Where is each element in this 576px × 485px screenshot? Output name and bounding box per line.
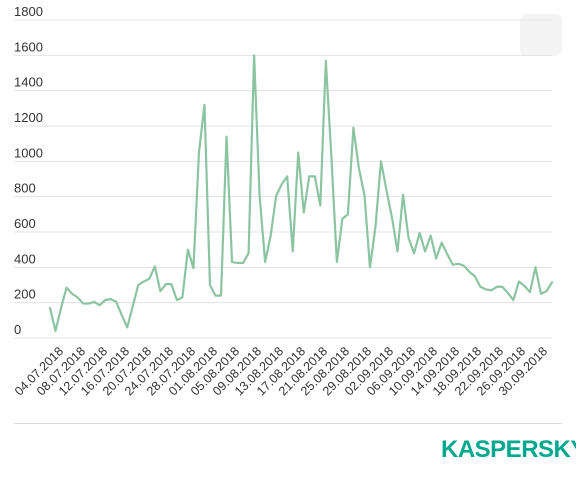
y-tick-label: 400 [14, 251, 36, 266]
series-line [48, 54, 554, 333]
y-tick-label: 600 [14, 216, 36, 231]
y-tick-label: 200 [14, 287, 36, 302]
watermark-shape [520, 14, 562, 56]
series-layer [48, 54, 554, 333]
y-tick-label: 1600 [14, 39, 43, 54]
y-tick-label: 1400 [14, 75, 43, 90]
logo-wordmark: KASPERSKY [441, 436, 576, 463]
gridlines [14, 19, 552, 339]
y-tick-label: 1800 [14, 4, 43, 19]
footer-divider [14, 423, 562, 424]
y-tick-label: 0 [14, 322, 21, 337]
x-axis-ticks: 04.07.201808.07.201812.07.201816.07.2018… [12, 344, 550, 398]
y-tick-label: 1200 [14, 110, 43, 125]
y-tick-label: 1000 [14, 145, 43, 160]
line-chart: 0 200 400 600 800 1000 1200 1400 1600 1800 04.07.… [12, 4, 562, 398]
y-tick-label: 800 [14, 181, 36, 196]
kaspersky-logo: KASPERSKY lab [441, 438, 576, 462]
y-axis-ticks: 0 200 400 600 800 1000 1200 1400 1600 1800 [14, 4, 43, 337]
